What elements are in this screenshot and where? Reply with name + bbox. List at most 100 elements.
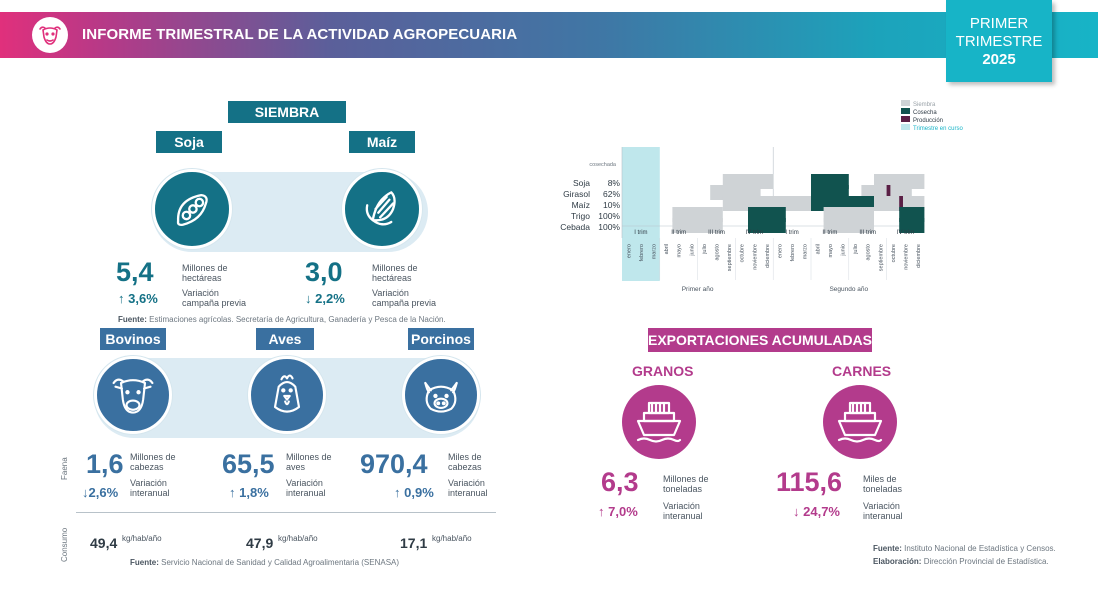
livestock-source: Fuente: Servicio Nacional de Sanidad y C… [130,558,399,567]
porcinos-tag: Porcinos [408,328,474,350]
header-banner: INFORME TRIMESTRAL DE LA ACTIVIDAD AGROP… [0,12,1098,58]
month-label: enero [626,244,632,258]
siembra-source: Fuente: Estimaciones agrícolas. Secretar… [118,315,446,324]
corn-icon [342,169,422,249]
soja-change-value: 3,6% [128,291,158,306]
carnes-ship-icon [823,385,897,459]
carnes-value: 115,6 [776,467,843,497]
pig-icon [402,356,480,434]
maiz-unit: Millones de hectáreas [372,263,418,283]
soybean-icon [152,169,232,249]
carnes-unit: Miles de toneladas [863,474,903,494]
chicken-icon [248,356,326,434]
month-label: abril [664,244,670,254]
granos-change: ↑ 7,0% [598,504,638,519]
carnes-change: ↓ 24,7% [793,504,840,519]
current-quarter-highlight [622,147,660,281]
crop-name: Soja [573,178,590,188]
porcinos-unit: Miles de cabezas [448,452,482,472]
legend-swatch [901,116,910,122]
maiz-tag: Maíz [349,131,415,153]
month-label: noviembre [904,244,910,270]
porcinos-consumo: 17,1 [400,535,428,551]
month-label: octubre [891,244,897,262]
aves-unit: Millones de aves [286,452,332,472]
footer-elab-label: Elaboración: [873,557,922,566]
quarter-year: 2025 [982,51,1016,68]
month-label: febrero [790,244,796,261]
bovinos-consumo-unit: kg/hab/año [122,534,162,543]
aves-change-value: 1,8% [239,485,269,500]
cow-icon [94,356,172,434]
legend-label: Siembra [913,102,936,108]
quarter-label: I trim [634,230,647,236]
month-label: marzo [652,244,658,259]
quarter-label: IV trim [746,230,763,236]
carnes-change-value: 24,7% [803,504,840,519]
month-label: septiembre [727,244,733,271]
quarter-label: II trim [671,230,686,236]
month-label: marzo [803,244,809,259]
legend-swatch [901,108,910,114]
year-label: Primer año [682,286,714,293]
bovinos-tag: Bovinos [100,328,166,350]
crop-pct: 8% [608,178,621,188]
granos-label: GRANOS [632,363,694,379]
quarter-label: III trim [859,230,876,236]
year-label: Segundo año [829,286,868,293]
maiz-change: ↓ 2,2% [305,291,345,306]
month-label: diciembre [765,244,771,268]
porcinos-change: ↑ 0,9% [394,485,434,500]
footer-elab-text: Dirección Provincial de Estadística. [923,557,1049,566]
month-label: agosto [866,244,872,261]
quarter-label: III trim [708,230,725,236]
crop-name: Girasol [563,189,590,199]
maiz-change-value: 2,2% [315,291,345,306]
month-label: mayo [828,244,834,257]
aves-change: ↑ 1,8% [229,485,269,500]
crop-calendar-chart: Siembra Cosecha Producción Trimestre en cur… [560,100,963,293]
porcinos-change-label: Variación interanual [448,478,488,498]
bovinos-value: 1,6 [86,449,124,479]
porcinos-change-value: 0,9% [404,485,434,500]
crop-name: Cebada [560,222,590,232]
legend-swatch [901,124,910,130]
crop-pct: 100% [598,222,620,232]
crop-name: Trigo [571,211,590,221]
porcinos-consumo-unit: kg/hab/año [432,534,472,543]
carnes-label: CARNES [832,363,892,379]
cow-logo-icon [32,17,68,53]
siembra-source-text: Estimaciones agrícolas. Secretaría de Ag… [149,315,446,324]
bovinos-change-value: 2,6% [88,485,119,500]
legend-swatch [901,100,910,106]
crop-pct: 10% [603,200,620,210]
bar-siembra [722,196,811,211]
month-label: diciembre [916,244,922,268]
aves-tag: Aves [256,328,314,350]
bar-cosecha [899,218,925,233]
faena-label: Faena [60,457,69,480]
bovinos-unit: Millones de cabezas [130,452,176,472]
month-label: octubre [740,244,746,262]
aves-change-label: Variación interanual [286,478,326,498]
month-label: abril [815,244,821,254]
quarter-label: I trim [785,230,798,236]
month-label: noviembre [752,244,758,270]
month-label: julio [853,244,859,255]
month-label: septiembre [878,244,884,271]
consumo-label: Consumo [60,527,69,562]
livestock-source-label: Fuente: [130,558,159,567]
bar-cosecha [748,218,786,233]
quarter-line1: PRIMER [969,15,1029,32]
bar-produccion [886,185,891,200]
legend-label: Cosecha [913,110,937,116]
granos-change-value: 7,0% [608,504,638,519]
exports-tag: EXPORTACIONES ACUMULADAS [648,328,872,352]
granos-ship-icon [622,385,696,459]
month-label: julio [702,244,708,255]
bar-produccion [899,196,903,211]
bar-siembra [823,218,874,233]
quarter-badge: PRIMER TRIMESTRE 2025 [946,0,1052,82]
livestock-source-text: Servicio Nacional de Sanidad y Calidad A… [161,558,400,567]
granos-unit: Millones de toneladas [663,474,709,494]
